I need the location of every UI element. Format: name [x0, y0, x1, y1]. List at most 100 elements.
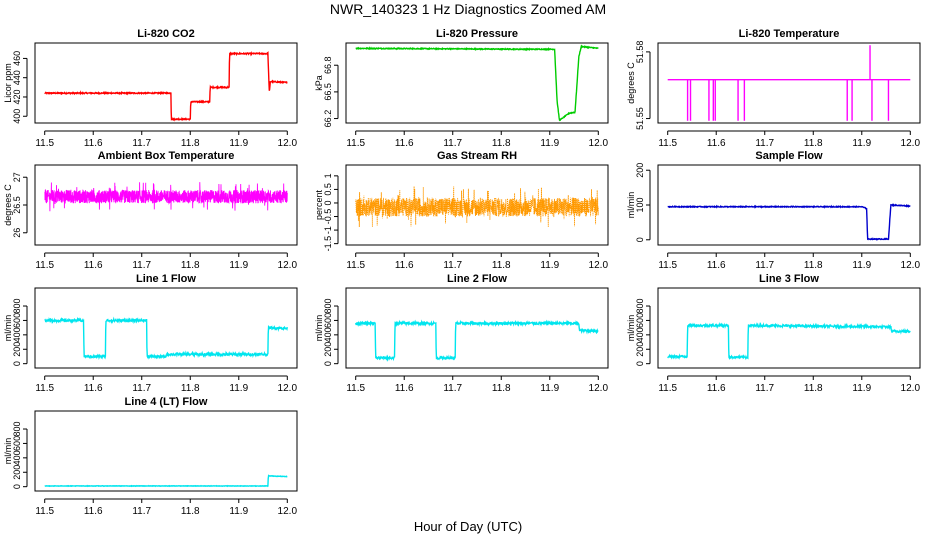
x-tick-label: 11.8	[181, 260, 200, 271]
x-tick-label: 11.9	[229, 138, 248, 149]
y-tick-label: 600	[635, 313, 645, 328]
series-line	[355, 319, 599, 362]
x-tick-label: 11.8	[492, 383, 511, 394]
y-tick-label: 0	[12, 361, 22, 366]
x-tick-label: 11.5	[35, 383, 54, 394]
y-axis-label: kPa	[314, 75, 324, 91]
y-tick-label: 200	[12, 342, 22, 357]
x-tick-label: 11.8	[181, 383, 200, 394]
x-tick-label: 11.6	[84, 506, 103, 517]
panel-title: Sample Flow	[755, 150, 823, 162]
panel-title: Gas Stream RH	[437, 150, 517, 162]
series-line	[44, 50, 288, 122]
x-tick-label: 11.5	[346, 138, 365, 149]
y-tick-label: 0	[635, 361, 645, 366]
y-tick-label: 400	[635, 327, 645, 342]
y-tick-label: 0.5	[323, 183, 333, 196]
y-tick-label: 66.8	[323, 56, 333, 74]
chart-panel: Line 2 Flow ml/min 11.5 11.6 11.7 11.8 11.9 12.…	[314, 273, 609, 394]
x-tick-label: 11.6	[395, 383, 414, 394]
figure-title: NWR_140323 1 Hz Diagnostics Zoomed AM	[330, 1, 606, 17]
series-line	[44, 474, 288, 488]
plot-frame	[34, 410, 298, 492]
chart-panel: Line 4 (LT) Flow ml/min 11.5 11.6 11.7 11.8 11…	[3, 396, 298, 517]
y-tick-label: 600	[323, 313, 333, 328]
x-tick-label: 11.8	[492, 260, 511, 271]
y-tick-label: 400	[323, 327, 333, 342]
series-line	[44, 182, 288, 212]
y-axis-label: ml/min	[626, 192, 636, 219]
x-tick-label: 11.9	[540, 138, 559, 149]
x-tick-label: 11.8	[804, 138, 823, 149]
chart-panel: Ambient Box Temperature degrees C 11.5 11.6…	[3, 150, 298, 271]
y-tick-label: -1.5	[323, 236, 333, 252]
y-tick-label: 100	[635, 197, 645, 212]
panel-title: Line 1 Flow	[136, 273, 196, 285]
y-tick-label: 800	[12, 299, 22, 314]
chart-panel: Gas Stream RH percent 11.5 11.6 11.7 11.8 11.9…	[314, 150, 609, 271]
series-line	[667, 321, 911, 361]
x-tick-label: 11.8	[181, 506, 200, 517]
x-tick-label: 11.7	[755, 383, 774, 394]
panel-title: Ambient Box Temperature	[98, 150, 235, 162]
series-line	[355, 186, 599, 228]
x-tick-label: 11.6	[395, 260, 414, 271]
series-line	[667, 203, 911, 241]
x-tick-label: 11.5	[658, 383, 677, 394]
y-tick-label: 800	[323, 299, 333, 314]
x-tick-label: 12.0	[901, 138, 921, 149]
plot-frame	[34, 42, 298, 124]
y-axis-label: ml/min	[3, 315, 13, 342]
plot-frame	[34, 164, 298, 246]
x-tick-label: 12.0	[901, 383, 921, 394]
x-tick-label: 11.9	[540, 260, 559, 271]
y-tick-label: 200	[12, 465, 22, 480]
x-tick-label: 11.5	[658, 260, 677, 271]
plot-frame	[345, 42, 609, 124]
x-tick-label: 11.8	[181, 138, 200, 149]
x-tick-label: 12.0	[589, 138, 609, 149]
x-tick-label: 11.6	[707, 138, 726, 149]
y-tick-label: 460	[12, 51, 22, 66]
y-axis-label: ml/min	[314, 315, 324, 342]
x-tick-label: 11.6	[84, 383, 103, 394]
x-tick-label: 11.7	[132, 383, 151, 394]
x-tick-label: 11.6	[84, 138, 103, 149]
y-axis-label: ml/min	[626, 315, 636, 342]
panel-grid: Li-820 CO2 Licor ppm 11.5 11.6 11.7 11.8 11.9 1…	[3, 28, 921, 517]
plot-frame	[34, 287, 298, 369]
y-tick-label: -1	[323, 226, 333, 234]
chart-panel: Sample Flow ml/min 11.5 11.6 11.7 11.8 11.9 12.…	[626, 150, 921, 271]
y-tick-label: 440	[12, 70, 22, 85]
y-tick-label: 800	[635, 299, 645, 314]
x-tick-label: 11.9	[852, 383, 871, 394]
x-tick-label: 11.8	[804, 260, 823, 271]
y-tick-label: 420	[12, 89, 22, 104]
y-tick-label: 1	[323, 173, 333, 178]
x-tick-label: 11.5	[658, 138, 677, 149]
series-line	[44, 316, 288, 361]
x-tick-label: 12.0	[589, 260, 609, 271]
x-tick-label: 11.7	[755, 138, 774, 149]
x-tick-label: 12.0	[278, 260, 298, 271]
x-tick-label: 11.9	[229, 506, 248, 517]
x-tick-label: 11.9	[852, 260, 871, 271]
x-tick-label: 11.8	[492, 138, 511, 149]
series-line	[355, 44, 599, 122]
y-tick-label: 400	[12, 327, 22, 342]
plot-frame	[657, 164, 921, 246]
y-tick-label: 66.2	[323, 110, 333, 128]
panel-title: Li-820 Temperature	[739, 28, 840, 40]
x-tick-label: 12.0	[278, 506, 298, 517]
y-axis-label: Licor ppm	[3, 63, 13, 103]
y-tick-label: 200	[635, 342, 645, 357]
y-tick-label: 200	[635, 163, 645, 178]
x-tick-label: 11.5	[35, 138, 54, 149]
x-tick-label: 11.6	[84, 260, 103, 271]
x-tick-label: 11.5	[35, 260, 54, 271]
chart-panel: Line 3 Flow ml/min 11.5 11.6 11.7 11.8 11.9 12.…	[626, 273, 921, 394]
panel-title: Line 3 Flow	[759, 273, 819, 285]
y-tick-label: 400	[12, 109, 22, 124]
x-tick-label: 11.7	[443, 138, 462, 149]
x-tick-label: 11.9	[852, 138, 871, 149]
